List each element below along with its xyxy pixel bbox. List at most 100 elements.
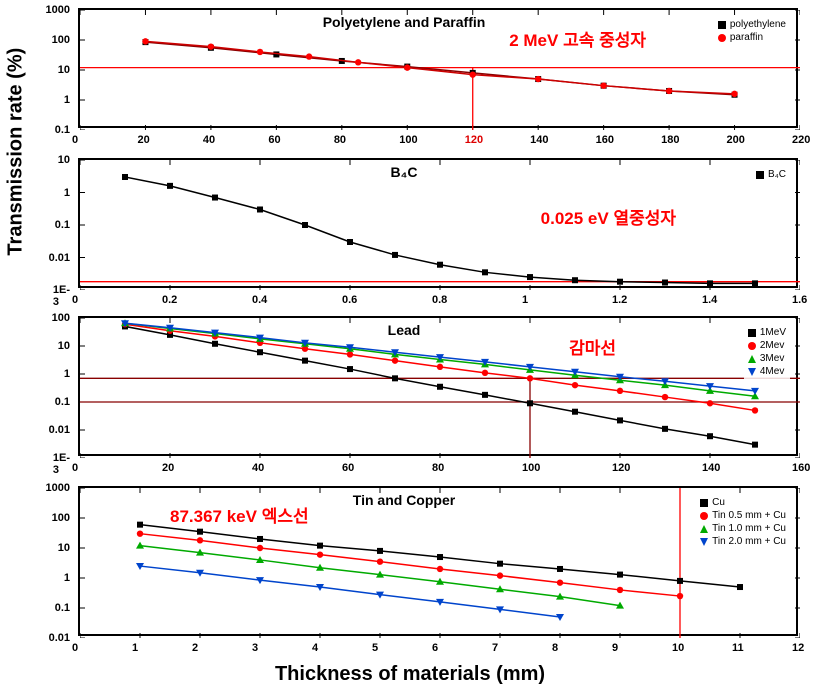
x-tick-label: 7 — [492, 642, 498, 654]
panel-title: Polyetylene and Paraffin — [323, 14, 486, 30]
panel-p3: Lead감마선1MeV2Mev3Mev4Mev1E-30.010.1110100… — [78, 316, 798, 456]
chart-svg — [80, 160, 800, 290]
x-tick-label: 1.2 — [612, 294, 627, 306]
y-tick-label: 1 — [64, 368, 70, 380]
panel-title: Tin and Copper — [353, 492, 455, 508]
chart-svg — [80, 318, 800, 458]
legend-item: Tin 2.0 mm + Cu — [700, 535, 786, 548]
legend-label: Cu — [712, 496, 725, 509]
legend-item: Tin 0.5 mm + Cu — [700, 509, 786, 522]
x-tick-label: 180 — [661, 134, 679, 146]
x-tick-label: 0.8 — [432, 294, 447, 306]
legend-item: polyethylene — [718, 18, 786, 31]
legend-label: paraffin — [730, 31, 763, 44]
x-tick-label: 20 — [137, 134, 149, 146]
annotation-text: 0.025 eV 열중성자 — [541, 204, 676, 229]
x-tick-label: 220 — [792, 134, 810, 146]
legend-label: Tin 2.0 mm + Cu — [712, 535, 786, 548]
x-tick-label: 60 — [342, 462, 354, 474]
annotation-text: 2 MeV 고속 중성자 — [509, 26, 646, 51]
x-tick-label: 11 — [732, 642, 744, 654]
y-tick-label: 1000 — [46, 4, 70, 16]
legend-item: 3Mev — [748, 352, 786, 365]
annotation-text: 감마선 — [569, 334, 616, 359]
y-tick-label: 0.01 — [49, 252, 70, 264]
y-tick-label: 1E-3 — [53, 452, 70, 476]
x-tick-label: 20 — [162, 462, 174, 474]
x-tick-label: 1.4 — [702, 294, 717, 306]
x-tick-label: 40 — [203, 134, 215, 146]
y-tick-label: 100 — [52, 34, 70, 46]
x-tick-label: 0 — [72, 642, 78, 654]
legend-item: 4Mev — [748, 365, 786, 378]
legend-label: B₄C — [768, 168, 786, 181]
y-tick-label: 0.01 — [49, 632, 70, 644]
x-tick-label: 6 — [432, 642, 438, 654]
y-tick-label: 0.1 — [55, 219, 70, 231]
panel-p2: B₄C0.025 eV 열중성자B₄C1E-30.010.111000.20.4… — [78, 158, 798, 288]
legend: B₄C — [752, 166, 790, 183]
annotation-text: 87.367 keV 엑스선 — [170, 502, 309, 527]
y-tick-label: 1 — [64, 94, 70, 106]
x-tick-label: 1 — [132, 642, 138, 654]
x-tick-label: 0 — [72, 134, 78, 146]
x-tick-label: 9 — [612, 642, 618, 654]
y-tick-label: 10 — [58, 64, 70, 76]
x-tick-label: 3 — [252, 642, 258, 654]
y-tick-label: 10 — [58, 542, 70, 554]
x-axis-label: Thickness of materials (mm) — [275, 663, 545, 686]
x-tick-label: 12 — [792, 642, 804, 654]
y-tick-label: 0.1 — [55, 396, 70, 408]
x-tick-label: 100 — [399, 134, 417, 146]
x-tick-label: 80 — [334, 134, 346, 146]
x-tick-label: 2 — [192, 642, 198, 654]
x-tick-label: 1 — [522, 294, 528, 306]
legend: 1MeV2Mev3Mev4Mev — [744, 324, 790, 380]
panel-title: Lead — [388, 322, 421, 338]
legend-item: 1MeV — [748, 326, 786, 339]
x-tick-label: 4 — [312, 642, 318, 654]
legend: CuTin 0.5 mm + CuTin 1.0 mm + CuTin 2.0 … — [696, 494, 790, 550]
y-tick-label: 1 — [64, 572, 70, 584]
x-tick-label: 0 — [72, 294, 78, 306]
x-tick-label: 0.2 — [162, 294, 177, 306]
x-tick-label: 8 — [552, 642, 558, 654]
y-tick-label: 10 — [58, 340, 70, 352]
legend-item: Tin 1.0 mm + Cu — [700, 522, 786, 535]
y-tick-label: 10 — [58, 154, 70, 166]
x-tick-label: 40 — [252, 462, 264, 474]
legend-label: Tin 0.5 mm + Cu — [712, 509, 786, 522]
x-tick-label: 10 — [672, 642, 684, 654]
legend-item: paraffin — [718, 31, 786, 44]
legend-item: B₄C — [756, 168, 786, 181]
panel-p1: Polyetylene and Paraffin 2 MeV 고속 중성자 poly… — [78, 8, 798, 128]
legend: polyethyleneparaffin — [714, 16, 790, 46]
x-tick-label: 0.4 — [252, 294, 267, 306]
legend-label: 3Mev — [760, 352, 784, 365]
y-tick-label: 0.1 — [55, 124, 70, 136]
legend-label: 2Mev — [760, 339, 784, 352]
y-tick-label: 1E-3 — [53, 284, 70, 308]
y-tick-label: 1000 — [46, 482, 70, 494]
y-tick-label: 0.01 — [49, 424, 70, 436]
legend-label: Tin 1.0 mm + Cu — [712, 522, 786, 535]
x-tick-label: 200 — [727, 134, 745, 146]
legend-label: polyethylene — [730, 18, 786, 31]
y-tick-label: 100 — [52, 512, 70, 524]
x-tick-label: 0 — [72, 462, 78, 474]
x-tick-label: 80 — [432, 462, 444, 474]
x-tick-label: 160 — [596, 134, 614, 146]
transmission-figure: Transmission rate (%) Thickness of mater… — [8, 8, 812, 688]
y-tick-label: 100 — [52, 312, 70, 324]
x-tick-label: 60 — [268, 134, 280, 146]
panel-title: B₄C — [391, 164, 418, 180]
x-tick-label: 1.6 — [792, 294, 807, 306]
legend-item: Cu — [700, 496, 786, 509]
panel-p4: Tin and Copper 87.367 keV 엑스선 CuTin 0.5 mm… — [78, 486, 798, 636]
x-tick-label: 5 — [372, 642, 378, 654]
x-tick-label: 140 — [702, 462, 720, 474]
legend-item: 2Mev — [748, 339, 786, 352]
x-tick-label: 100 — [522, 462, 540, 474]
legend-label: 1MeV — [760, 326, 786, 339]
x-tick-label: 120 — [612, 462, 630, 474]
